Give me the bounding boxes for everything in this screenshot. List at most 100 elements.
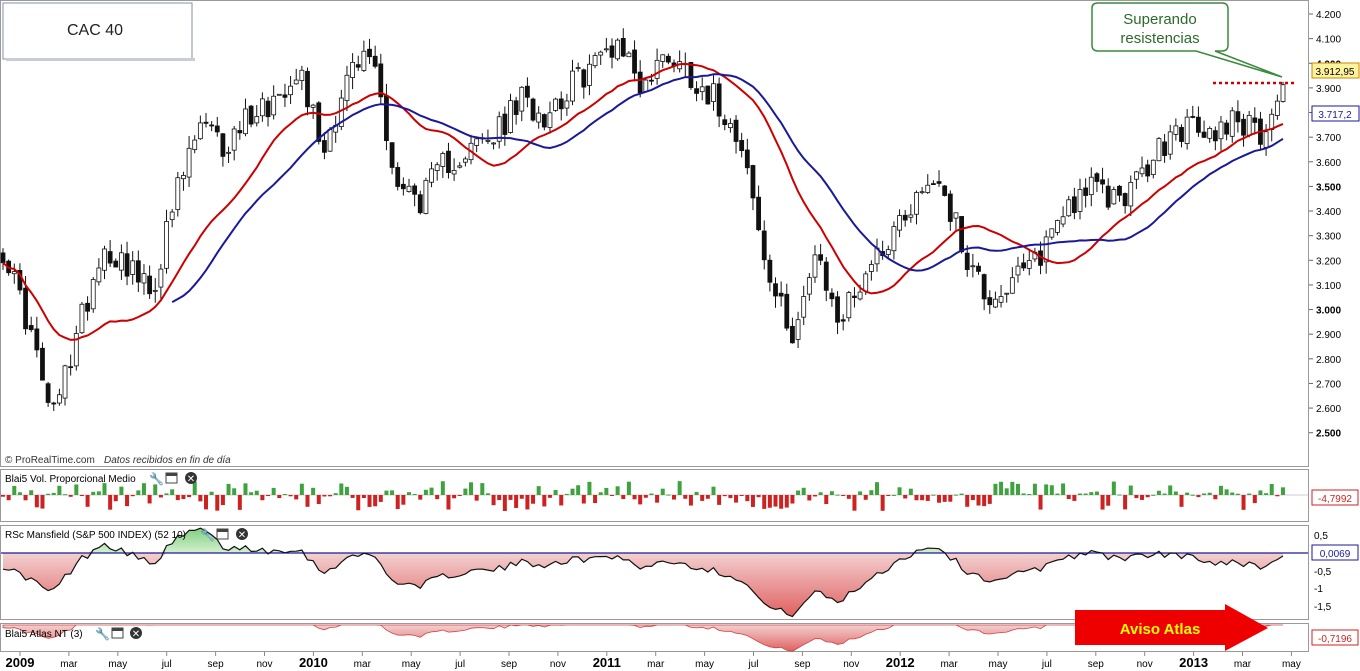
- volume-bar: [113, 495, 118, 502]
- candle-body: [1049, 228, 1055, 238]
- volume-bar: [51, 492, 56, 495]
- ma-value-badge: [1311, 105, 1360, 122]
- candle-body: [40, 347, 45, 381]
- volume-bar: [373, 495, 378, 507]
- candle-body: [1212, 130, 1218, 142]
- candle-body: [310, 104, 316, 108]
- candle-body: [801, 296, 807, 318]
- candle-body: [158, 268, 164, 288]
- candle-body: [812, 254, 818, 278]
- candle-body: [1060, 216, 1066, 225]
- candle-body: [350, 61, 356, 78]
- candle-body: [885, 249, 891, 255]
- volume-bar: [1032, 483, 1037, 495]
- candle-body: [79, 303, 85, 334]
- close-icon[interactable]: [236, 528, 248, 540]
- volume-bar: [141, 483, 146, 495]
- volume-bar: [745, 495, 750, 502]
- volume-bar: [457, 495, 462, 496]
- candle-body: [536, 112, 542, 123]
- volume-bar: [700, 495, 705, 501]
- price-tick-label: 3.600: [1316, 158, 1341, 169]
- time-axis-label: may: [1282, 659, 1301, 670]
- volume-bar: [485, 493, 490, 495]
- volume-bar: [108, 495, 113, 510]
- volume-bar: [412, 494, 417, 496]
- candle-body: [688, 62, 694, 88]
- callout-line1: Superando: [1123, 11, 1196, 28]
- candle-body: [0, 252, 6, 264]
- volume-bar: [277, 495, 282, 499]
- candle-body: [1156, 138, 1162, 162]
- candle-body: [868, 264, 874, 272]
- mansfield-tick: -1: [1314, 584, 1323, 595]
- candle-body: [1111, 189, 1117, 205]
- volume-bar: [970, 495, 975, 501]
- volume-bar: [46, 493, 51, 495]
- candle-body: [705, 85, 711, 105]
- candle-body: [564, 100, 570, 109]
- sma-fast-line: [2, 62, 1284, 341]
- candle-body: [23, 287, 28, 330]
- candle-body: [620, 38, 626, 57]
- volume-bar: [965, 495, 970, 507]
- volume-bar: [897, 487, 902, 495]
- candle-body: [1274, 100, 1280, 116]
- volume-bar: [1207, 492, 1212, 495]
- candle-body: [993, 298, 998, 308]
- volume-bar: [1213, 495, 1218, 500]
- candle-body: [694, 88, 699, 94]
- mansfield-axis: 0,5 -0,5 -1 -1,5: [1314, 531, 1332, 613]
- volume-bar: [818, 492, 823, 495]
- candle-body: [733, 119, 739, 142]
- close-icon[interactable]: [130, 627, 142, 639]
- candle-body: [784, 293, 790, 329]
- time-axis-label: may: [695, 659, 714, 670]
- candle-body: [1162, 141, 1167, 156]
- wrench-icon[interactable]: 🔧: [200, 527, 215, 542]
- candle-body: [1145, 164, 1151, 177]
- volume-bar: [288, 495, 293, 497]
- atlas-warning-text: Aviso Atlas: [1120, 621, 1201, 638]
- volume-bar: [1230, 492, 1235, 495]
- volume-bar: [322, 495, 327, 497]
- candle-body: [243, 108, 248, 135]
- candle-body: [722, 119, 728, 126]
- wrench-icon[interactable]: 🔧: [149, 471, 164, 486]
- volume-bar: [536, 486, 541, 495]
- time-axis-label: jul: [161, 659, 172, 670]
- atlas-value: -0,7196: [1318, 634, 1352, 645]
- volume-bar: [807, 495, 812, 501]
- volume-bar: [147, 495, 152, 504]
- volume-bar: [531, 495, 536, 504]
- volume-bar: [598, 492, 603, 495]
- volume-bar: [784, 495, 789, 508]
- candle-body: [835, 296, 840, 323]
- volume-bar: [220, 495, 225, 506]
- candle-body: [823, 261, 829, 291]
- time-axis-label: may: [108, 659, 127, 670]
- volume-bar: [728, 495, 733, 499]
- volume-bar: [1264, 493, 1269, 495]
- candle-body: [654, 59, 660, 79]
- volume-bar: [801, 487, 806, 495]
- volume-bar: [581, 495, 586, 504]
- volume-bar: [63, 494, 68, 496]
- volume-bar: [282, 493, 287, 495]
- candle-body: [141, 273, 147, 284]
- volume-bar: [350, 495, 355, 498]
- time-axis-label: sep: [501, 659, 518, 670]
- volume-bar: [982, 495, 987, 507]
- callout-bubble: [1091, 2, 1283, 78]
- candle-body: [51, 402, 57, 405]
- volume-bar: [1055, 493, 1060, 495]
- candle-body: [322, 140, 327, 153]
- time-axis-label: jul: [1041, 659, 1052, 670]
- wrench-icon[interactable]: 🔧: [95, 626, 110, 641]
- volume-bar: [683, 495, 688, 499]
- volume-bar: [23, 495, 28, 501]
- close-icon[interactable]: [185, 472, 197, 484]
- mansfield-negative-area: [3, 553, 1283, 617]
- candle-body: [265, 100, 271, 118]
- candle-body: [417, 194, 423, 214]
